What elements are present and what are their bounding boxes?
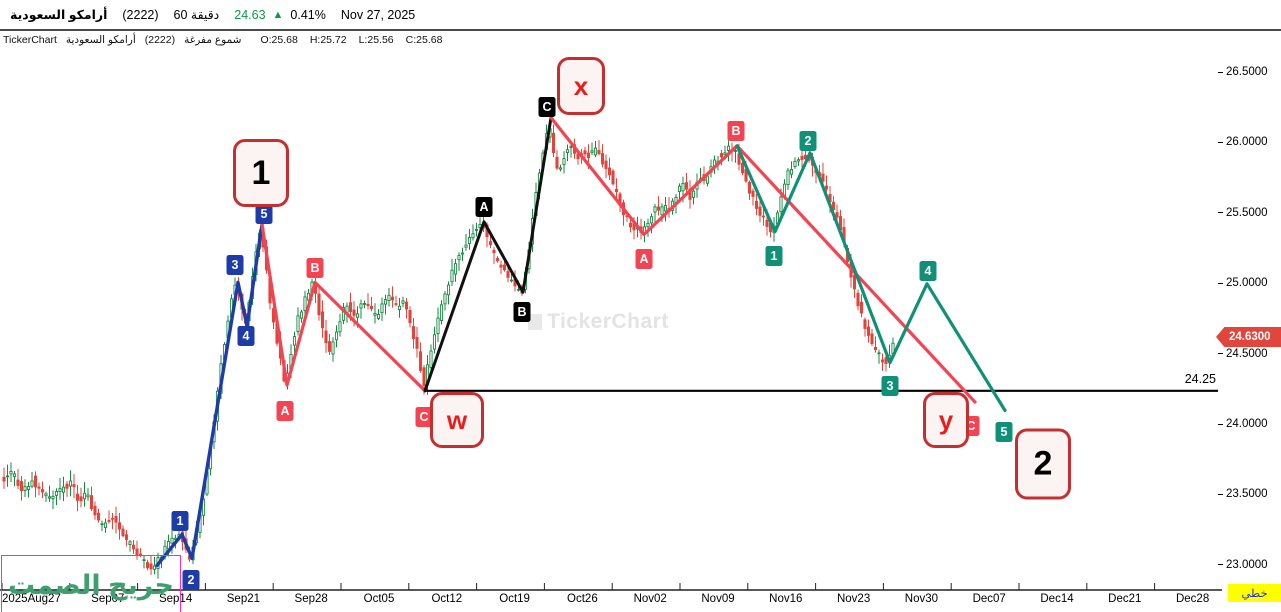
wave-line-impulse-teal[interactable]: [735, 144, 1007, 413]
watermark-text: TickerChart: [547, 310, 669, 333]
date-axis-label: Sep14: [158, 593, 193, 605]
wave-tag-b[interactable]: B: [727, 121, 745, 141]
price-tick-mark: [1218, 141, 1223, 143]
wave-tag-5[interactable]: 5: [995, 422, 1013, 442]
price-tick-mark: [1218, 353, 1223, 355]
date-axis-label: Nov16: [769, 593, 803, 605]
wave-tag-1[interactable]: 1: [765, 246, 783, 266]
price-axis-label: 23.0000: [1218, 559, 1268, 571]
date-axis-label: Sep28: [294, 593, 328, 605]
date-axis-label: Oct05: [363, 593, 395, 605]
annotation-box[interactable]: جريح الصمت: [1, 555, 181, 612]
price-axis-label: 24.0000: [1218, 418, 1268, 430]
ohlc-low: L:25.56: [358, 34, 394, 46]
annotation-text: جريح الصمت: [7, 569, 175, 600]
price-axis-label: 26.0000: [1218, 136, 1268, 148]
header-divider: [0, 29, 1281, 31]
date-axis-label: Dec07: [972, 593, 1006, 605]
chart-type-label: شموع مفرغة: [184, 34, 242, 46]
wave-mark-x[interactable]: x: [557, 57, 605, 115]
support-level-label: 24.25: [1184, 372, 1216, 386]
wave-tag-3[interactable]: 3: [881, 376, 899, 396]
price-tick-mark: [1218, 71, 1223, 73]
watermark-logo-icon: [528, 314, 542, 330]
title-symbol-name: أرامكو السعودية: [65, 34, 136, 46]
wave-mark-1[interactable]: 1: [233, 139, 289, 207]
wave-tag-a[interactable]: A: [276, 401, 294, 421]
wave-tag-a[interactable]: A: [635, 249, 653, 269]
title-bar: TickerChart أرامكو السعودية (2222) شموع …: [3, 34, 442, 46]
wave-tag-4[interactable]: 4: [237, 326, 255, 346]
price-tick-mark: [1218, 493, 1223, 495]
date-axis-label: Nov02: [633, 593, 667, 605]
wave-tag-1[interactable]: 1: [171, 511, 189, 531]
price-tick-mark: [1218, 282, 1223, 284]
wave-tag-2[interactable]: 2: [799, 131, 817, 151]
date-axis-label: 2025Aug27: [2, 593, 61, 605]
price-tick-mark: [1218, 212, 1223, 214]
wave-line-correction-red-abc-1[interactable]: [260, 223, 427, 393]
wave-tag-b[interactable]: B: [513, 302, 531, 322]
wave-tag-b[interactable]: B: [306, 258, 324, 278]
wave-tag-a[interactable]: A: [475, 197, 493, 217]
date-axis-label: Oct26: [567, 593, 598, 605]
price-axis-label: 25.5000: [1218, 207, 1268, 219]
wave-line-zigzag-black-abc[interactable]: [423, 116, 553, 393]
last-price-badge: 24.6300: [1216, 327, 1281, 347]
date-axis-label: Oct19: [499, 593, 530, 605]
symbol-name: أرامكو السعودية: [10, 8, 108, 22]
date-axis-label: Oct12: [431, 593, 463, 605]
wave-mark-w[interactable]: w: [430, 392, 484, 448]
symbol-code: (2222): [122, 7, 159, 22]
date-axis-label: Sep07: [91, 593, 125, 605]
price-tick-mark: [1218, 423, 1223, 425]
scale-toggle-button[interactable]: خطي: [1228, 584, 1281, 602]
trade-date: Nov 27, 2025: [340, 7, 416, 22]
up-arrow-icon: ▲: [272, 8, 284, 21]
ohlc-open: O:25.68: [260, 34, 298, 46]
wave-tag-5[interactable]: 5: [255, 204, 273, 224]
date-axis-label: Nov23: [836, 593, 871, 605]
date-axis-label: Nov09: [701, 593, 735, 605]
price-axis-label: 24.5000: [1218, 348, 1268, 360]
interval-label: 60 دقيقة: [173, 8, 220, 22]
wave-tag-3[interactable]: 3: [226, 255, 244, 275]
price-tick-mark: [1218, 564, 1223, 566]
wave-tag-2[interactable]: 2: [182, 570, 200, 590]
title-symbol-code: (2222): [144, 34, 176, 46]
wave-line-impulse-blue[interactable]: [155, 222, 264, 568]
watermark: TickerChart: [528, 310, 669, 334]
last-price: 24.63: [234, 7, 266, 22]
wave-tag-c[interactable]: C: [415, 407, 433, 427]
ohlc-close: C:25.68: [405, 34, 443, 46]
wave-line-correction-red-abc-2[interactable]: [549, 116, 977, 404]
date-axis-label: Nov30: [904, 593, 939, 605]
date-axis-label: Dec14: [1040, 593, 1074, 605]
wave-tag-c[interactable]: C: [538, 97, 556, 117]
date-axis-label: Dec21: [1108, 593, 1142, 605]
wave-tag-4[interactable]: 4: [919, 261, 937, 281]
wave-mark-2[interactable]: 2: [1015, 428, 1071, 500]
date-axis-label: Dec28: [1175, 593, 1210, 605]
date-axis-label: Sep21: [226, 593, 261, 605]
app-logo-text: TickerChart: [3, 34, 57, 46]
header-bar: أرامكو السعودية (2222) 60 دقيقة 24.63 ▲ …: [0, 0, 1281, 29]
price-axis-label: 26.5000: [1218, 66, 1268, 78]
ohlc-high: H:25.72: [309, 34, 347, 46]
price-axis-label: 25.0000: [1218, 277, 1268, 289]
price-axis-label: 23.5000: [1218, 488, 1268, 500]
wave-mark-y[interactable]: y: [923, 392, 969, 448]
change-percent: 0.41%: [290, 7, 326, 22]
